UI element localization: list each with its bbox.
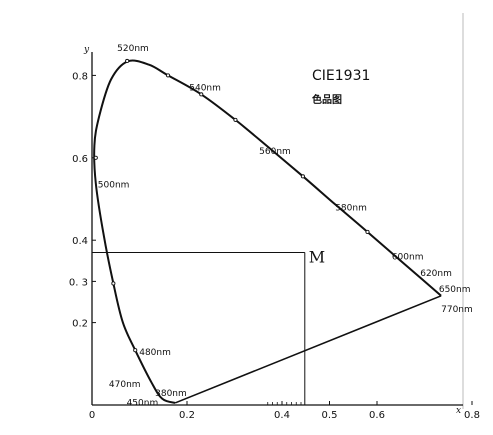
wavelength-label: 650nm: [439, 285, 471, 295]
locus-marker: [93, 155, 98, 160]
chart-subtitle: 色品图: [312, 93, 342, 106]
point-m-guides: M: [92, 248, 325, 405]
x-tick-label: 0.2: [179, 410, 195, 421]
y-tick-label: 0.4: [72, 236, 88, 247]
locus-marker: [233, 117, 238, 122]
wavelength-label: 770nm: [441, 305, 473, 315]
wavelength-label: 520nm: [117, 44, 149, 54]
locus-marker: [199, 92, 204, 97]
y-tick-label: 0.2: [72, 319, 88, 330]
locus-marker: [133, 348, 138, 353]
chart-title: CIE1931: [312, 68, 370, 84]
wavelength-label: 480nm: [139, 348, 171, 358]
locus-marker: [111, 281, 116, 286]
y-axis-label: y: [83, 45, 90, 55]
x-tick-label: 0.6: [369, 410, 385, 421]
wavelength-label: 560nm: [259, 147, 291, 157]
x-tick-label: 0: [89, 410, 95, 421]
ticks: 0 0.2 0.4 0.5 0.6 0.8 0.2 0. 3 0.4 0.6 0.8: [69, 71, 480, 421]
wavelength-label: 380nm: [155, 389, 187, 399]
wavelength-label: 500nm: [98, 180, 130, 190]
locus-marker: [125, 58, 130, 64]
y-tick-label: 0.6: [72, 154, 88, 165]
wavelength-label: 540nm: [189, 83, 221, 93]
y-tick-label: 0.8: [72, 71, 88, 82]
wavelength-label: 620nm: [420, 269, 452, 279]
locus-marker: [165, 73, 171, 78]
wavelength-label: 600nm: [392, 252, 424, 262]
wavelength-label: 450nm: [127, 399, 159, 409]
wavelength-label: 470nm: [109, 380, 141, 390]
x-axis-label: x: [456, 406, 461, 416]
point-m-label: M: [309, 248, 325, 267]
x-tick-label: 0.4: [274, 410, 290, 421]
wavelength-labels: 520nm 540nm 560nm 580nm 600nm 620nm 650nm 770nm…: [98, 44, 473, 409]
x-tick-label: 0.8: [464, 410, 480, 421]
purple-line: [174, 295, 442, 404]
x-tick-label: 0.5: [322, 410, 338, 421]
spectral-locus: [93, 58, 442, 404]
locus-marker: [365, 229, 370, 235]
locus-marker: [300, 174, 305, 179]
wavelength-label: 580nm: [335, 203, 367, 213]
y-tick-label: 0. 3: [69, 277, 88, 288]
